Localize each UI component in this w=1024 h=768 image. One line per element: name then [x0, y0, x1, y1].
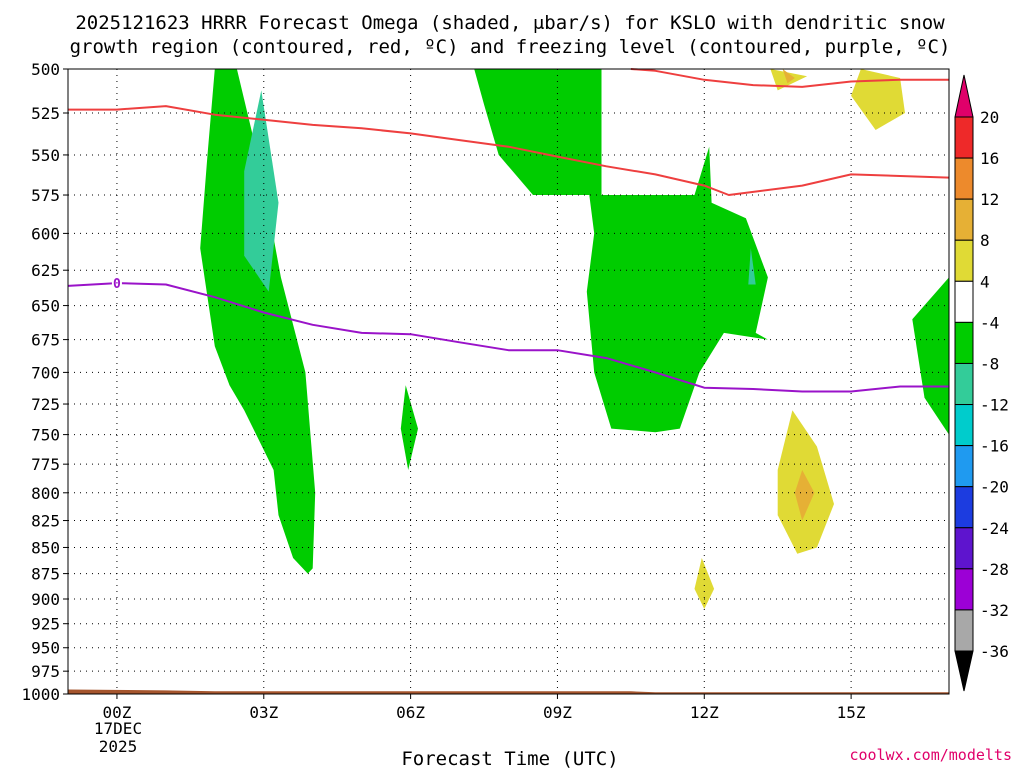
- omega-region-6: [912, 277, 949, 435]
- colorbar-segment: [954, 445, 974, 488]
- omega-region-9: [694, 558, 715, 609]
- chart-title-line1: 2025121623 HRRR Forecast Omega (shaded, …: [75, 12, 945, 34]
- y-tick-label: 950: [31, 639, 60, 658]
- colorbar-segment: [954, 280, 974, 323]
- grid-lines: [68, 69, 949, 694]
- omega-region-1: [244, 90, 279, 292]
- y-tick-label: 975: [31, 662, 60, 681]
- colorbar-label: -24: [980, 519, 1009, 538]
- dgz-upper-contour-line: [630, 68, 949, 88]
- colorbar-segment: [954, 157, 974, 200]
- colorbar: 20 16 12 8 4 -4 -8 -12 -16 -20 -24 -28 -32 -36: [954, 74, 1009, 692]
- date-label-year: 2025: [99, 737, 138, 756]
- y-tick-label: 625: [31, 261, 60, 280]
- colorbar-label: 12: [980, 190, 999, 209]
- y-tick-label: 1000: [21, 685, 60, 704]
- y-axis-ticks: 500 525 550 575 600 625 650 675 700 725 750 775 800 8…: [21, 60, 68, 704]
- colorbar-label: -20: [980, 478, 1009, 497]
- y-tick-label: 825: [31, 512, 60, 531]
- terrain-shading: [68, 689, 949, 694]
- y-tick-label: 700: [31, 363, 60, 382]
- omega-shaded-regions: [200, 69, 949, 609]
- omega-region-0: [200, 69, 316, 574]
- y-tick-label: 925: [31, 615, 60, 634]
- contour-lines: 0: [67, 68, 950, 393]
- colorbar-segment: [954, 198, 974, 241]
- colorbar-bottom-arrow: [954, 650, 974, 692]
- omega-region-12: [782, 69, 795, 84]
- colorbar-segment: [954, 116, 974, 159]
- y-tick-label: 750: [31, 426, 60, 445]
- y-tick-label: 650: [31, 297, 60, 316]
- colorbar-top-arrow: [954, 74, 974, 118]
- colorbar-label: -36: [980, 642, 1009, 661]
- colorbar-label: -16: [980, 437, 1009, 456]
- x-tick-label: 12Z: [690, 703, 719, 722]
- colorbar-segment: [954, 321, 974, 364]
- colorbar-segment: [954, 527, 974, 570]
- terrain-fill: [68, 689, 949, 694]
- y-tick-label: 900: [31, 590, 60, 609]
- omega-region-5: [400, 385, 418, 470]
- x-tick-label: 09Z: [543, 703, 572, 722]
- freezing-label-bg: [111, 276, 122, 290]
- y-tick-label: 675: [31, 331, 60, 350]
- x-axis-label: Forecast Time (UTC): [401, 748, 618, 768]
- freezing-level-label: 0: [113, 277, 121, 292]
- y-tick-label: 725: [31, 395, 60, 414]
- dgz-contour-line: [68, 105, 950, 196]
- x-tick-label: 03Z: [249, 703, 278, 722]
- colorbar-label: -4: [980, 313, 999, 332]
- y-tick-label: 600: [31, 224, 60, 243]
- omega-region-3: [586, 146, 768, 433]
- omega-region-8: [794, 470, 815, 521]
- plot-frame: [67, 68, 950, 695]
- omega-region-10: [851, 69, 905, 130]
- y-tick-label: 550: [31, 146, 60, 165]
- omega-region-4: [748, 248, 756, 285]
- colorbar-segment: [954, 362, 974, 406]
- colorbar-segment: [954, 568, 974, 611]
- colorbar-label: -28: [980, 560, 1009, 579]
- colorbar-label: -8: [980, 354, 999, 373]
- colorbar-label: 4: [980, 272, 990, 291]
- x-tick-label: 06Z: [396, 703, 425, 722]
- colorbar-label: -12: [980, 396, 1009, 415]
- date-label-day: 17DEC: [94, 719, 142, 738]
- credit-text: coolwx.com/modelts: [849, 746, 1012, 764]
- y-tick-label: 500: [31, 60, 60, 79]
- y-tick-label: 525: [31, 104, 60, 123]
- x-tick-label: 15Z: [837, 703, 866, 722]
- colorbar-segment: [954, 404, 974, 447]
- y-tick-label: 800: [31, 484, 60, 503]
- omega-region-2: [474, 69, 602, 195]
- chart-title-line2: growth region (contoured, red, ºC) and f…: [70, 36, 951, 58]
- colorbar-label: 8: [980, 231, 990, 250]
- colorbar-label: 16: [980, 149, 999, 168]
- y-tick-label: 850: [31, 538, 60, 557]
- colorbar-label: 20: [980, 108, 999, 127]
- y-tick-label: 875: [31, 565, 60, 584]
- colorbar-segment: [954, 609, 974, 652]
- x-tick-label: 00Z: [102, 703, 131, 722]
- colorbar-segment: [954, 486, 974, 529]
- y-tick-label: 575: [31, 186, 60, 205]
- freezing-level-line: [67, 282, 949, 393]
- colorbar-segment: [954, 239, 974, 282]
- x-axis-ticks: 00Z 03Z 06Z 09Z 12Z 15Z: [102, 694, 866, 722]
- y-tick-label: 775: [31, 455, 60, 474]
- colorbar-label: -32: [980, 601, 1009, 620]
